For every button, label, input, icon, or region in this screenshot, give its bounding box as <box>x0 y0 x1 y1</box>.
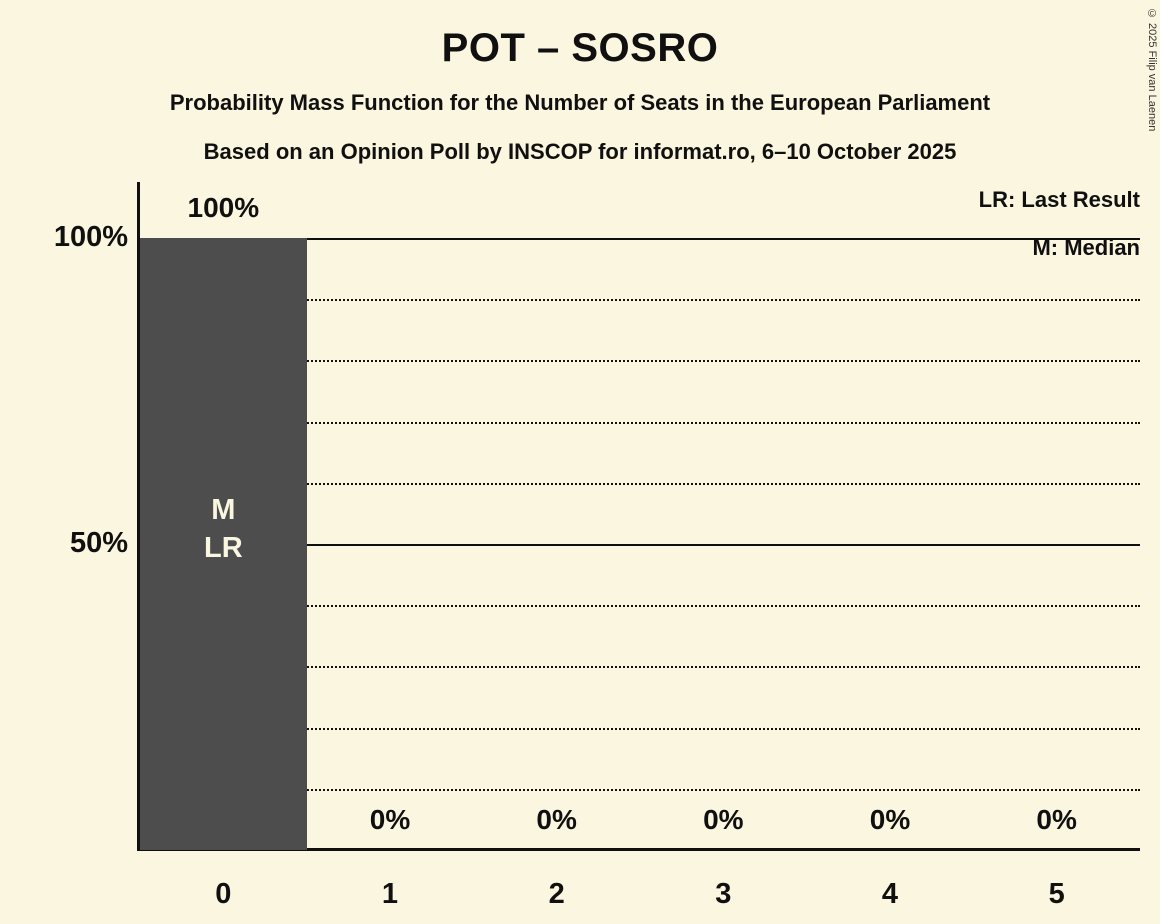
gridline-dotted-40pct <box>140 605 1140 608</box>
legend-last-result: LR: Last Result <box>978 187 1140 212</box>
gridline-dotted-20pct <box>140 727 1140 730</box>
value-label-seat-3: 0% <box>703 804 744 835</box>
value-label-seat-0: 100% <box>187 192 260 223</box>
gridline-dotted-30pct <box>140 666 1140 669</box>
gridline-solid-50pct <box>140 544 1140 546</box>
y-axis-tick-50pct: 50% <box>69 527 128 559</box>
x-axis-tick-1: 1 <box>381 878 399 910</box>
gridline-solid-100pct <box>140 238 1140 240</box>
y-axis-line <box>137 182 140 851</box>
bar-annotation-line: M <box>211 493 236 526</box>
x-axis-tick-4: 4 <box>881 878 899 910</box>
gridline-dotted-60pct <box>140 482 1140 485</box>
page-title: POT – SOSRO <box>441 26 719 70</box>
gridline-dotted-70pct <box>140 421 1140 424</box>
gridline-dotted-10pct <box>140 788 1140 791</box>
copyright-notice: © 2025 Filip van Laenen <box>1146 8 1158 132</box>
gridline-dotted-90pct <box>140 299 1140 302</box>
value-label-seat-4: 0% <box>869 804 911 835</box>
bar-annotation-seat-0: M LR <box>140 491 307 567</box>
x-axis-line <box>137 848 1140 851</box>
chart-subtitle-line1: Probability Mass Function for the Number… <box>169 90 991 115</box>
x-axis-tick-2: 2 <box>548 878 565 910</box>
value-label-seat-5: 0% <box>1036 804 1077 835</box>
value-label-seat-1: 0% <box>369 804 411 835</box>
bar-seat-0 <box>140 238 307 850</box>
x-axis-tick-3: 3 <box>715 878 732 910</box>
y-axis-tick-100pct: 100% <box>53 221 128 253</box>
value-label-seat-2: 0% <box>536 804 577 835</box>
gridline-dotted-80pct <box>140 360 1140 363</box>
x-axis-tick-0: 0 <box>215 878 232 910</box>
bar-annotation-line: LR <box>203 531 243 564</box>
plot-area: 100% 0% 0% 0% 0% 0% M LR <box>140 192 1140 850</box>
x-axis-tick-5: 5 <box>1048 878 1065 910</box>
chart-subtitle-line2: Based on an Opinion Poll by INSCOP for i… <box>203 139 957 164</box>
